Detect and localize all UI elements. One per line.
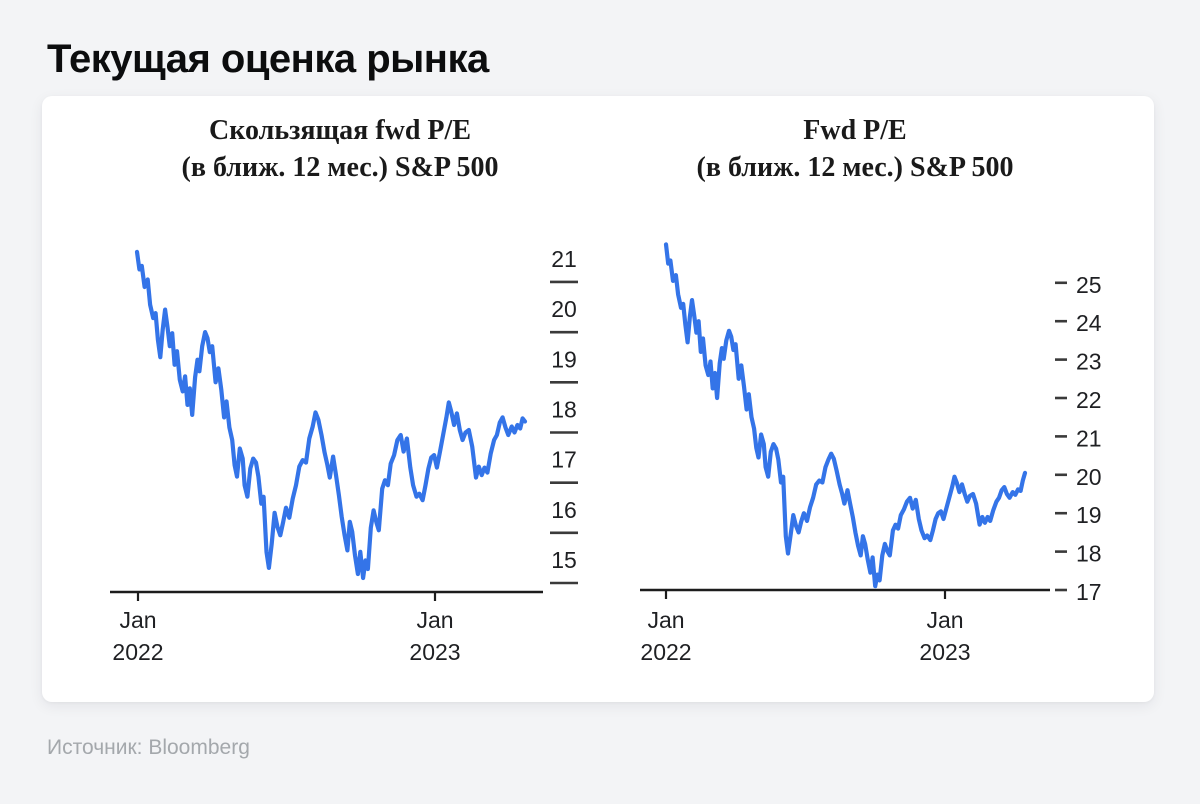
x-tick-label-year-0-0: 2022 [112,639,163,665]
y-tick-label-0-21: 21 [551,246,577,272]
x-tick-label-month-1-0: Jan [647,607,684,633]
y-tick-label-1-21: 21 [1076,425,1102,451]
y-tick-label-0-17: 17 [551,447,577,473]
series-line-1 [663,242,1028,589]
y-tick-label-1-23: 23 [1076,349,1102,375]
y-tick-label-1-17: 17 [1076,579,1102,605]
y-tick-label-0-15: 15 [551,547,577,573]
right-chart-title-line2: (в ближ. 12 мес.) S&P 500 [696,152,1014,183]
x-tick-label-year-0-1: 2023 [409,639,460,665]
x-tick-label-year-1-1: 2023 [919,639,970,665]
source-label: Источник: [47,736,143,759]
page-title: Текущая оценка рынка [47,36,489,81]
y-tick-label-1-18: 18 [1076,541,1102,567]
y-tick-label-0-19: 19 [551,346,577,372]
x-tick-label-month-0-0: Jan [119,607,156,633]
y-tick-label-1-19: 19 [1076,502,1102,528]
source-caption: Источник: Bloomberg [47,736,250,760]
x-tick-label-year-1-0: 2022 [640,639,691,665]
y-tick-label-0-16: 16 [551,497,577,523]
source-value: Bloomberg [148,736,250,759]
series-line-0 [134,249,528,581]
y-tick-label-0-20: 20 [551,296,577,322]
y-tick-label-1-22: 22 [1076,387,1102,413]
left-chart-title-line1: Скользящая fwd P/E [209,115,471,146]
chart-card: Скользящая fwd P/E (в ближ. 12 мес.) S&P… [42,96,1154,702]
y-tick-label-1-25: 25 [1076,272,1102,298]
x-tick-label-month-1-1: Jan [926,607,963,633]
left-chart-title-line2: (в ближ. 12 мес.) S&P 500 [181,152,499,183]
y-tick-label-1-20: 20 [1076,464,1102,490]
right-chart-title-line1: Fwd P/E [803,115,907,146]
right-chart-title: Fwd P/E (в ближ. 12 мес.) S&P 500 [625,112,1085,186]
left-chart-title: Скользящая fwd P/E (в ближ. 12 мес.) S&P… [110,112,570,186]
x-tick-label-month-0-1: Jan [416,607,453,633]
charts-plot-area: Jan2022Jan202315161718192021Jan2022Jan20… [110,242,1102,665]
y-tick-label-0-18: 18 [551,396,577,422]
y-tick-label-1-24: 24 [1076,310,1102,336]
